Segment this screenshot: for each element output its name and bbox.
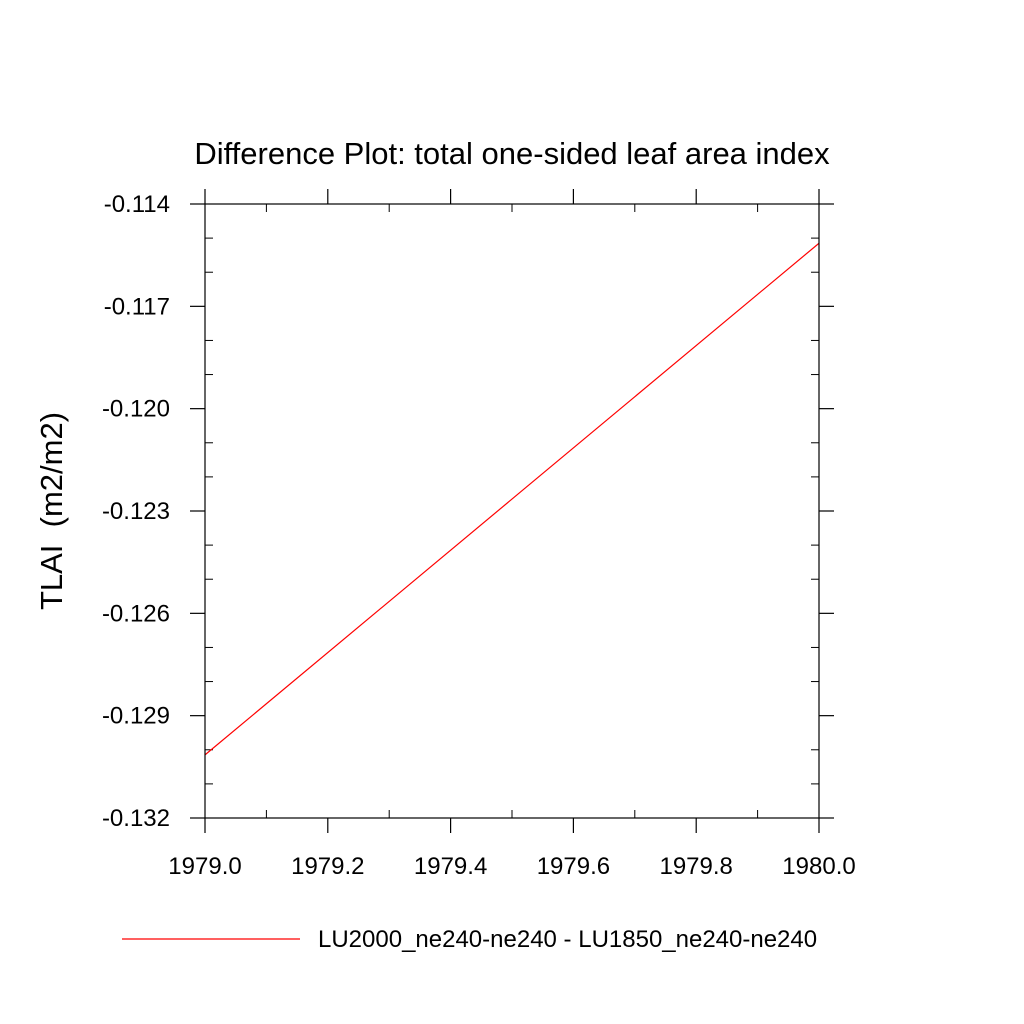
y-tick-label: -0.123 [102,498,170,525]
y-tick-label: -0.114 [104,191,170,218]
minor-ticks [205,204,819,818]
plot-frame [204,203,820,819]
x-tick-label: 1979.6 [537,853,610,880]
series-line [204,242,820,756]
y-tick-labels: -0.132 -0.129 -0.126 -0.123 -0.120 -0.117 -0.1… [102,191,170,832]
y-tick-label: -0.132 [102,805,170,832]
y-tick-label: -0.120 [102,396,170,423]
series-lines [204,242,820,756]
x-tick-label: 1979.2 [291,853,364,880]
y-tick-label: -0.117 [104,293,170,320]
x-tick-label: 1980.0 [782,853,855,880]
x-tick-label: 1979.0 [168,853,241,880]
major-ticks [190,189,834,833]
x-tick-label: 1979.4 [414,853,487,880]
y-tick-label: -0.126 [102,600,170,627]
y-tick-label: -0.129 [102,703,170,730]
chart-title: Difference Plot: total one-sided leaf ar… [194,136,830,171]
x-tick-label: 1979.8 [659,853,732,880]
x-tick-labels: 1979.0 1979.2 1979.4 1979.6 1979.8 1980.0 [168,853,855,880]
legend-label: LU2000_ne240-ne240 - LU1850_ne240-ne240 [318,926,817,953]
legend: LU2000_ne240-ne240 - LU1850_ne240-ne240 [122,926,817,953]
y-axis-label: TLAI (m2/m2) [34,412,69,610]
